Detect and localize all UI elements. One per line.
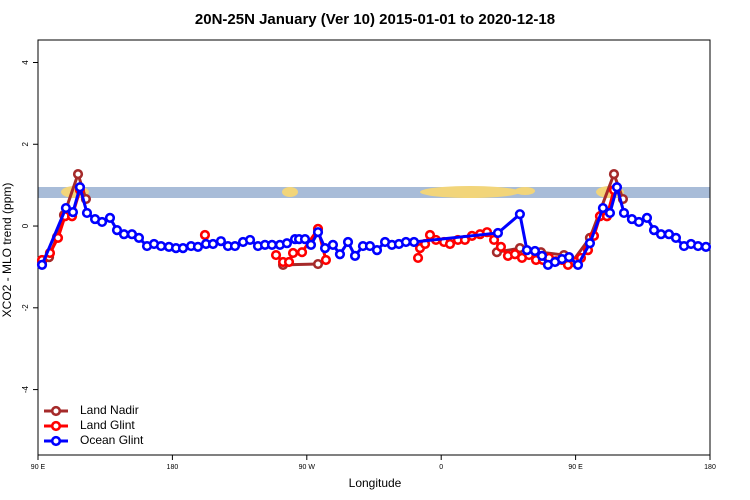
data-point bbox=[611, 182, 623, 193]
data-point bbox=[299, 234, 311, 245]
x-tick-label: 180 bbox=[167, 464, 179, 471]
data-point bbox=[72, 169, 84, 180]
data-point bbox=[400, 236, 412, 248]
data-point bbox=[319, 243, 331, 254]
data-point bbox=[641, 212, 653, 223]
legend-label: Land Glint bbox=[80, 418, 135, 432]
legend-swatch bbox=[50, 435, 62, 447]
data-point bbox=[111, 225, 123, 236]
data-point bbox=[96, 216, 108, 228]
data-point bbox=[270, 249, 282, 261]
data-point bbox=[81, 207, 93, 219]
data-point bbox=[192, 241, 204, 252]
data-point bbox=[633, 216, 645, 228]
data-point bbox=[514, 209, 525, 220]
data-point bbox=[700, 241, 712, 252]
data-point bbox=[408, 236, 420, 248]
data-point bbox=[521, 245, 533, 256]
data-point bbox=[670, 232, 682, 243]
data-point bbox=[155, 240, 167, 252]
x-tick-label: 0 bbox=[439, 464, 443, 471]
data-point bbox=[692, 240, 704, 252]
x-tick-label: 90 E bbox=[568, 464, 583, 471]
data-point bbox=[296, 247, 308, 258]
data-point bbox=[349, 250, 361, 261]
data-point bbox=[371, 245, 383, 256]
data-point bbox=[229, 240, 241, 252]
data-point bbox=[604, 207, 616, 219]
data-point bbox=[312, 227, 324, 238]
data-point bbox=[36, 259, 48, 270]
data-point bbox=[305, 239, 317, 250]
data-point bbox=[133, 232, 145, 243]
legend-swatch bbox=[50, 420, 62, 432]
x-tick-label: 90 W bbox=[299, 464, 316, 471]
legend-label: Ocean Glint bbox=[80, 433, 144, 447]
data-point bbox=[283, 256, 295, 268]
y-tick-label: 4 bbox=[21, 60, 30, 65]
data-point bbox=[572, 259, 584, 270]
data-point bbox=[74, 182, 86, 193]
y-tick-label: -4 bbox=[21, 385, 30, 393]
y-axis-label: XCO2 - MLO trend (ppm) bbox=[0, 183, 14, 318]
data-point bbox=[618, 207, 630, 219]
y-tick-label: -2 bbox=[21, 304, 30, 312]
data-point bbox=[118, 229, 130, 240]
y-tick-label: 0 bbox=[21, 223, 30, 228]
data-point bbox=[266, 239, 278, 250]
x-tick-label: 90 E bbox=[31, 464, 46, 471]
data-point bbox=[281, 238, 293, 249]
legend-label: Land Nadir bbox=[80, 403, 139, 417]
x-tick-label: 180 bbox=[704, 464, 716, 471]
data-point bbox=[492, 227, 504, 239]
data-point bbox=[597, 202, 609, 214]
data-point bbox=[608, 169, 620, 180]
data-point bbox=[287, 247, 299, 259]
data-point bbox=[207, 238, 219, 250]
data-point bbox=[648, 225, 660, 236]
data-point bbox=[312, 258, 324, 270]
data-point bbox=[177, 243, 189, 254]
data-point bbox=[444, 238, 456, 250]
data-point bbox=[334, 249, 346, 260]
data-point bbox=[529, 245, 541, 257]
data-point bbox=[199, 229, 211, 241]
legend-swatch bbox=[50, 405, 62, 417]
data-point bbox=[342, 236, 354, 248]
chart-title: 20N-25N January (Ver 10) 2015-01-01 to 2… bbox=[195, 11, 555, 28]
data-point bbox=[244, 234, 256, 246]
data-point bbox=[60, 202, 72, 214]
data-point bbox=[67, 207, 79, 218]
data-point bbox=[563, 252, 575, 263]
data-point bbox=[536, 250, 548, 261]
data-point bbox=[215, 236, 227, 247]
data-point bbox=[412, 252, 424, 264]
data-point bbox=[655, 229, 667, 240]
x-axis-label: Longitude bbox=[349, 476, 402, 490]
data-point bbox=[320, 254, 332, 266]
data-point bbox=[495, 241, 507, 252]
data-point bbox=[104, 212, 116, 223]
y-tick-label: 2 bbox=[21, 141, 30, 146]
data-point bbox=[327, 239, 339, 250]
data-point bbox=[584, 238, 596, 249]
data-point bbox=[364, 240, 376, 252]
